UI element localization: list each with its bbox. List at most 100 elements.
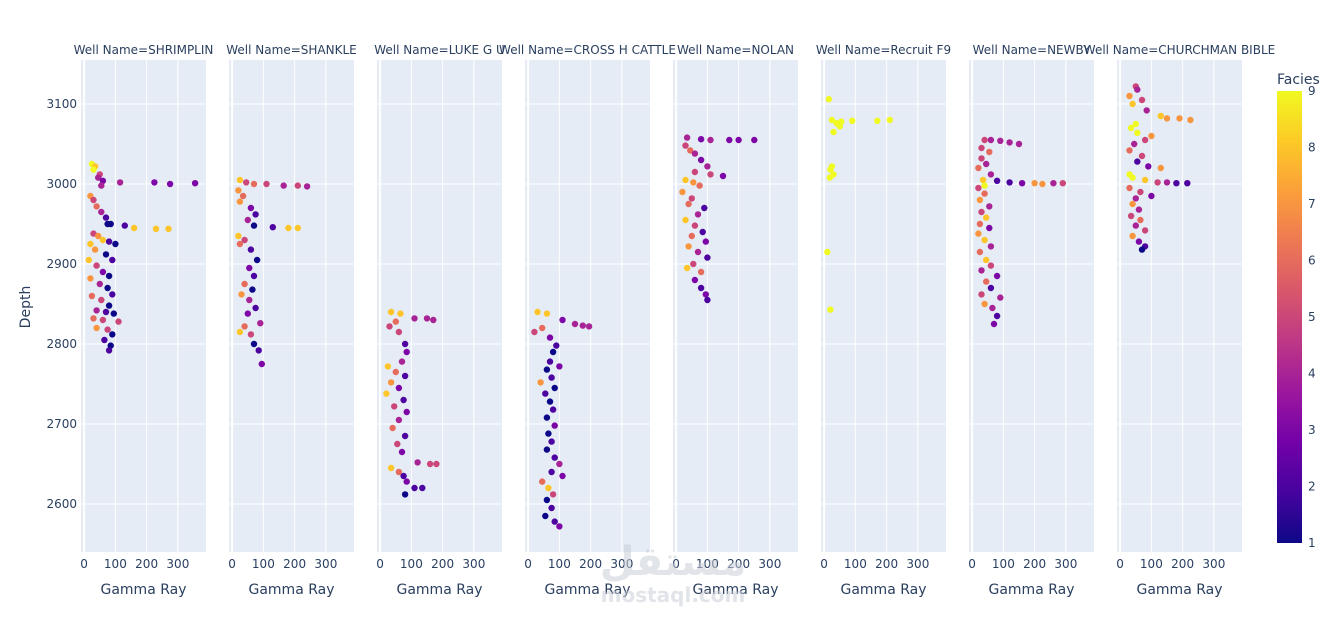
facet-6: Well Name=Recruit F9 0 100 200 300 Gamma Ray <box>816 43 951 598</box>
data-point <box>986 148 993 156</box>
data-point <box>258 360 265 368</box>
data-point <box>542 512 549 520</box>
data-point <box>433 460 440 468</box>
data-point <box>975 184 982 192</box>
data-point <box>679 188 686 196</box>
colorbar-tick-label: 3 <box>1308 423 1316 437</box>
data-point <box>383 390 390 397</box>
data-point <box>981 136 988 144</box>
y-tick-label: 3000 <box>46 177 77 191</box>
data-point <box>91 246 99 253</box>
data-point <box>682 142 689 149</box>
data-point <box>249 286 256 293</box>
data-point <box>1129 200 1136 208</box>
data-point <box>978 267 985 274</box>
data-point <box>87 240 94 248</box>
data-point <box>571 320 579 328</box>
data-point <box>1187 116 1194 124</box>
data-point <box>978 291 985 298</box>
colorbar-tick-label: 7 <box>1308 197 1316 211</box>
data-point <box>101 336 108 344</box>
facet-4: Well Name=CROSS H CATTLE 0 100 200 300 Gamma … <box>499 43 676 598</box>
data-point <box>531 328 538 336</box>
data-point <box>1137 188 1144 196</box>
data-point <box>1163 179 1171 186</box>
data-point <box>694 248 702 256</box>
x-tick-label: 200 <box>431 557 454 571</box>
facet-plot-background <box>821 60 946 552</box>
colorbar-tick-label: 4 <box>1308 367 1316 381</box>
data-point <box>247 204 255 212</box>
data-point <box>1134 86 1141 93</box>
y-tick-label: 3100 <box>46 97 77 111</box>
data-point <box>704 254 711 261</box>
data-point <box>411 315 418 322</box>
facet-plot-background <box>1117 60 1242 552</box>
facet-plot-background <box>525 60 650 552</box>
data-point <box>987 171 995 178</box>
facet-plot-background <box>229 60 354 552</box>
data-point <box>1138 152 1146 160</box>
data-point <box>95 232 102 240</box>
data-point <box>1129 232 1136 240</box>
data-point <box>688 232 695 240</box>
data-point <box>1138 96 1146 104</box>
x-tick-label: 0 <box>80 557 88 571</box>
data-point <box>239 192 247 200</box>
data-point <box>109 256 116 264</box>
x-axis-title: Gamma Ray <box>396 582 482 598</box>
data-point <box>238 291 245 298</box>
data-point <box>542 390 549 397</box>
data-point <box>830 128 837 136</box>
x-tick-label: 300 <box>462 557 485 571</box>
data-point <box>751 136 758 144</box>
x-tick-label: 0 <box>672 557 680 571</box>
x-tick-label: 200 <box>1023 557 1046 571</box>
data-point <box>387 379 395 386</box>
facet-title: Well Name=CROSS H CATTLE <box>499 43 676 57</box>
data-point <box>543 366 551 373</box>
data-point <box>102 251 110 258</box>
data-point <box>398 448 406 456</box>
data-point <box>98 296 105 304</box>
data-point <box>151 179 158 186</box>
data-point <box>401 491 409 498</box>
data-point <box>546 358 554 365</box>
data-point <box>93 307 100 314</box>
data-point <box>269 224 276 231</box>
x-tick-label: 300 <box>1054 557 1077 571</box>
data-point <box>874 117 881 125</box>
facet-title: Well Name=LUKE G U <box>374 43 505 57</box>
x-tick-label: 100 <box>844 557 867 571</box>
data-point <box>548 438 555 445</box>
data-point <box>688 195 695 202</box>
x-tick-label: 200 <box>727 557 750 571</box>
data-point <box>98 208 105 216</box>
data-point <box>121 222 128 229</box>
data-point <box>697 284 705 292</box>
data-point <box>109 331 116 338</box>
data-point <box>99 236 107 244</box>
data-point <box>997 137 1004 144</box>
x-tick-label: 100 <box>992 557 1015 571</box>
data-point <box>1132 222 1140 229</box>
data-point <box>294 224 301 232</box>
data-point <box>989 304 996 312</box>
data-point <box>983 160 990 168</box>
data-point <box>430 316 437 324</box>
data-point <box>285 224 292 232</box>
data-point <box>294 182 301 189</box>
facet-title: Well Name=NEWBY <box>973 43 1091 57</box>
data-point <box>99 316 107 324</box>
data-point <box>707 171 714 178</box>
data-point <box>255 347 262 354</box>
data-point <box>244 216 251 224</box>
data-point <box>116 179 124 186</box>
data-point <box>735 136 742 144</box>
data-point <box>303 183 311 190</box>
data-point <box>384 363 392 370</box>
x-tick-label: 300 <box>906 557 929 571</box>
data-point <box>95 174 102 181</box>
data-point <box>403 478 410 485</box>
